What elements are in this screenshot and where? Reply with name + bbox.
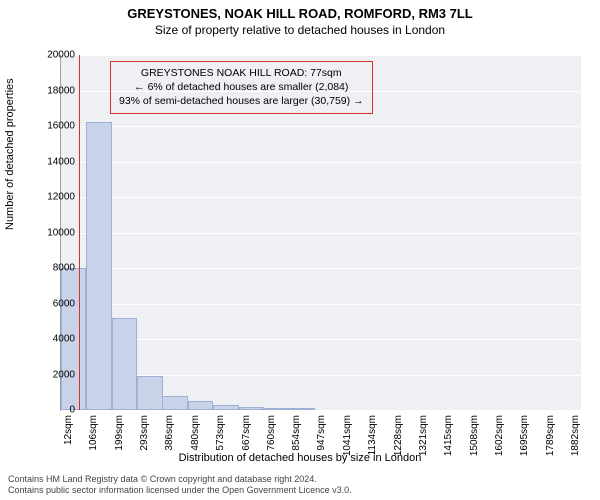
histogram-bar [86, 122, 111, 410]
x-tick-label: 1041sqm [342, 415, 353, 456]
y-tick-label: 4000 [35, 334, 75, 345]
x-tick-label: 386sqm [164, 415, 175, 451]
gridline [61, 268, 581, 269]
x-tick-label: 947sqm [316, 415, 327, 451]
x-tick-label: 667sqm [241, 415, 252, 451]
x-tick-label: 293sqm [139, 415, 150, 451]
y-tick-label: 6000 [35, 298, 75, 309]
histogram-bar [264, 408, 289, 410]
histogram-bar [162, 396, 187, 410]
y-tick-label: 2000 [35, 369, 75, 380]
histogram-bar [239, 407, 264, 410]
y-tick-label: 18000 [35, 85, 75, 96]
y-tick-label: 10000 [35, 227, 75, 238]
page-title: GREYSTONES, NOAK HILL ROAD, ROMFORD, RM3… [0, 0, 600, 21]
x-tick-label: 1415sqm [443, 415, 454, 456]
chart-area: GREYSTONES NOAK HILL ROAD: 77sqm ← 6% of… [60, 55, 580, 410]
gridline [61, 162, 581, 163]
x-tick-label: 106sqm [88, 415, 99, 451]
gridline [61, 233, 581, 234]
footer: Contains HM Land Registry data © Crown c… [8, 474, 352, 497]
gridline [61, 55, 581, 56]
footer-line-2: Contains public sector information licen… [8, 485, 352, 496]
gridline [61, 197, 581, 198]
info-box: GREYSTONES NOAK HILL ROAD: 77sqm ← 6% of… [110, 61, 373, 114]
info-line-2: ← 6% of detached houses are smaller (2,0… [119, 80, 364, 94]
x-tick-label: 1508sqm [469, 415, 480, 456]
footer-line-1: Contains HM Land Registry data © Crown c… [8, 474, 352, 485]
y-tick-label: 20000 [35, 50, 75, 61]
gridline [61, 126, 581, 127]
x-tick-label: 1789sqm [545, 415, 556, 456]
x-tick-label: 480sqm [190, 415, 201, 451]
info-line-3: 93% of semi-detached houses are larger (… [119, 94, 364, 108]
chart-container: GREYSTONES, NOAK HILL ROAD, ROMFORD, RM3… [0, 0, 600, 500]
x-tick-label: 1882sqm [570, 415, 581, 456]
x-tick-label: 573sqm [215, 415, 226, 451]
y-axis-label: Number of detached properties [4, 78, 16, 230]
x-tick-label: 1321sqm [418, 415, 429, 456]
x-tick-label: 12sqm [63, 415, 74, 445]
y-tick-label: 16000 [35, 121, 75, 132]
histogram-bar [188, 401, 213, 410]
gridline [61, 410, 581, 411]
y-tick-label: 8000 [35, 263, 75, 274]
gridline [61, 304, 581, 305]
marker-line [79, 55, 80, 410]
y-tick-label: 14000 [35, 156, 75, 167]
gridline [61, 339, 581, 340]
x-tick-label: 760sqm [266, 415, 277, 451]
x-tick-label: 1602sqm [494, 415, 505, 456]
x-axis-label: Distribution of detached houses by size … [0, 452, 600, 464]
info-line-1: GREYSTONES NOAK HILL ROAD: 77sqm [119, 66, 364, 80]
histogram-bar [137, 376, 162, 410]
x-tick-label: 854sqm [291, 415, 302, 451]
x-tick-label: 1228sqm [393, 415, 404, 456]
x-tick-label: 199sqm [114, 415, 125, 451]
page-subtitle: Size of property relative to detached ho… [0, 23, 600, 37]
x-tick-label: 1134sqm [367, 415, 378, 455]
y-tick-label: 0 [35, 405, 75, 416]
histogram-bar [112, 318, 137, 410]
y-tick-label: 12000 [35, 192, 75, 203]
x-tick-label: 1695sqm [519, 415, 530, 456]
histogram-bar [289, 408, 314, 410]
histogram-bar [213, 405, 238, 410]
